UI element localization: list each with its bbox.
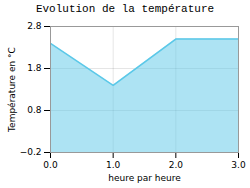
- svg-text:2.8: 2.8: [27, 21, 42, 31]
- svg-text:heure par heure: heure par heure: [108, 173, 181, 183]
- svg-text:0.8: 0.8: [27, 105, 42, 115]
- svg-text:−0.2: −0.2: [20, 147, 42, 157]
- svg-text:3.0: 3.0: [231, 160, 246, 170]
- svg-text:2.0: 2.0: [169, 160, 184, 170]
- html-text:Evolution de la température: Evolution de la température: [35, 3, 215, 15]
- svg-text:1.0: 1.0: [106, 160, 121, 170]
- svg-text:1.8: 1.8: [27, 63, 42, 73]
- svg-text:0.0: 0.0: [43, 160, 58, 170]
- svg-text:Température en °C: Température en °C: [7, 47, 17, 133]
